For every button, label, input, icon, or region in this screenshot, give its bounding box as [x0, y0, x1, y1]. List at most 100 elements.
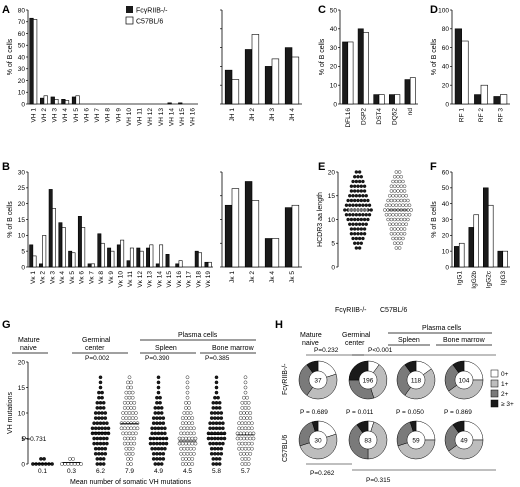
e-dot	[346, 198, 350, 203]
g-dot	[98, 457, 103, 461]
g-dot	[156, 390, 161, 395]
g-dot	[42, 457, 46, 461]
legend-label-ko: FcγRIIB-/-	[136, 8, 168, 15]
g-dot	[127, 446, 132, 451]
g-dot	[95, 462, 100, 466]
e-dot	[356, 184, 360, 188]
e-ytick-label: 0	[331, 264, 335, 271]
g-dot	[188, 411, 193, 415]
g-dot	[213, 446, 217, 451]
e-dot	[401, 213, 405, 217]
g-mean-label: 5.7	[241, 468, 250, 475]
g-dot	[100, 426, 104, 431]
g-dot	[245, 411, 249, 415]
a2-bar	[284, 47, 293, 105]
g-dot	[243, 390, 248, 395]
g-dot	[221, 421, 225, 426]
g-dot	[126, 426, 130, 431]
g-dot	[217, 462, 222, 466]
g-dot	[184, 416, 188, 420]
g-group-gc-1: Germinal	[82, 337, 111, 344]
a2-bar	[271, 58, 280, 105]
g-dot	[219, 451, 224, 456]
g-dot	[243, 446, 248, 451]
g-dot	[246, 446, 251, 451]
g-dot	[240, 426, 245, 431]
g-dot	[163, 426, 167, 431]
g-dot	[243, 441, 248, 446]
g-dot	[159, 446, 164, 451]
e-dot	[388, 194, 392, 198]
e-dot	[359, 227, 363, 231]
h-ptop-1: P=0.232	[314, 347, 339, 354]
e-dot	[394, 236, 399, 241]
h-group-gc-2: center	[345, 340, 365, 347]
g-dot	[121, 431, 125, 436]
legend-swatch-ko	[126, 6, 133, 13]
a-xtick-label: VH 7	[94, 108, 101, 123]
e-dot	[402, 184, 407, 188]
a2-bar	[291, 56, 300, 105]
e-dot	[357, 246, 362, 250]
g-dot	[164, 441, 169, 446]
h-ptop-2: P<0.001	[368, 347, 393, 354]
e-dot	[386, 198, 390, 203]
g-dot	[180, 441, 185, 446]
g-dot	[101, 462, 106, 466]
g-dot	[248, 451, 253, 456]
e-dot	[406, 198, 410, 203]
panel-label-f: F	[430, 161, 437, 173]
g-dot	[188, 426, 193, 431]
g-dot	[214, 462, 219, 466]
e-dot	[353, 227, 357, 231]
g-dot	[130, 431, 135, 436]
g-dot	[187, 421, 191, 426]
e-dot	[397, 236, 402, 241]
e-dot	[361, 236, 365, 241]
e-dot	[393, 227, 397, 231]
e-dot	[369, 208, 373, 212]
e-dot	[353, 184, 357, 188]
g-dot	[217, 400, 222, 405]
f-ytick-label: 0	[445, 264, 449, 271]
e-dot	[388, 213, 392, 217]
g-ytick-label: 15	[18, 385, 26, 392]
e-dot	[401, 222, 405, 226]
e-dot	[354, 170, 359, 174]
e-dot	[366, 217, 370, 222]
b-bar	[149, 244, 154, 268]
g-dot	[182, 411, 187, 415]
g-dot	[47, 462, 51, 466]
g-dot	[40, 462, 45, 466]
g-dot	[126, 457, 130, 461]
g-dot	[213, 451, 217, 456]
e-dot	[359, 232, 363, 236]
e-dot	[348, 194, 352, 198]
e-dot	[361, 194, 365, 198]
e-dot	[344, 213, 349, 217]
g-dot	[39, 457, 43, 461]
g-dot	[214, 390, 219, 395]
g-dot	[106, 426, 111, 431]
h-group-spleen: Spleen	[398, 337, 420, 344]
g-pvalue-4: P=0.385	[205, 355, 230, 362]
g-dot	[126, 400, 130, 405]
b2-xtick-label: Jκ 1	[229, 271, 236, 283]
d-bar	[461, 40, 469, 105]
g-dot	[129, 406, 133, 410]
g-dot	[242, 451, 246, 456]
b-bar	[77, 216, 82, 268]
g-dot	[161, 441, 166, 446]
g-dot	[213, 395, 217, 400]
g-dot	[219, 436, 224, 441]
a-xtick-label: VH 4	[62, 108, 69, 123]
e-ytick-label: 10	[328, 217, 336, 224]
g-dot	[158, 416, 162, 420]
g-dot	[153, 462, 158, 466]
a-xtick-label: VH 14	[168, 108, 175, 126]
g-dot	[246, 457, 251, 461]
g-dot	[90, 426, 95, 431]
c-ytick-label: 20	[330, 64, 338, 71]
e-dot	[349, 198, 354, 203]
e-dot	[367, 213, 372, 217]
